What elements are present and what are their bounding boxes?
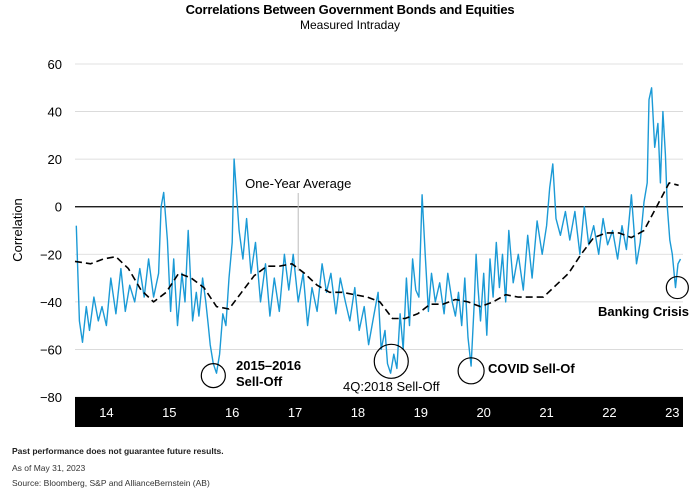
annotation-circle-2015-2016 [200, 362, 226, 389]
one-year-average-line [74, 182, 679, 320]
footer-source: Source: Bloomberg, S&P and AllianceBerns… [12, 478, 210, 488]
x-tick-label: 20 [476, 405, 490, 420]
y-tick-label: −80 [40, 390, 62, 405]
annotation-covid-label: COVID Sell-Of [488, 361, 575, 376]
y-tick-label: 20 [48, 152, 62, 167]
x-tick-label: 23 [665, 405, 679, 420]
correlation-line [75, 87, 682, 374]
annotation-2015-2016-label: 2015–2016 [236, 358, 301, 373]
x-axis: 14 15 16 17 18 19 20 21 22 23 [99, 405, 679, 420]
annotation-sell-off-label: Sell-Off [236, 374, 283, 389]
y-tick-label: 60 [48, 57, 62, 72]
footer-as-of: As of May 31, 2023 [12, 463, 86, 473]
x-axis-band [75, 397, 683, 427]
y-tick-label: 0 [55, 200, 62, 215]
x-tick-label: 15 [162, 405, 176, 420]
y-axis: 60 40 20 0 −20 −40 −60 −80 [40, 57, 62, 405]
annotation-banking-crisis-label: Banking Crisis [598, 304, 689, 319]
chart-title: Correlations Between Government Bonds an… [185, 2, 515, 17]
y-tick-label: −60 [40, 342, 62, 357]
footer-note: Past performance does not guarantee futu… [12, 446, 224, 456]
x-tick-label: 14 [99, 405, 113, 420]
x-tick-label: 16 [225, 405, 239, 420]
x-tick-label: 17 [288, 405, 302, 420]
chart: 60 40 20 0 −20 −40 −60 −80 14 15 16 17 18 19 20 21 22 23… [10, 57, 689, 427]
x-tick-label: 18 [351, 405, 365, 420]
chart-subtitle: Measured Intraday [299, 18, 401, 32]
y-tick-label: −40 [40, 295, 62, 310]
y-axis-label: Correlation [10, 198, 25, 262]
series-group [74, 87, 682, 374]
x-tick-label: 19 [414, 405, 428, 420]
y-tick-label: −20 [40, 247, 62, 262]
y-tick-label: 40 [48, 105, 62, 120]
annotation-one-year-average: One-Year Average [245, 176, 351, 191]
x-tick-label: 21 [539, 405, 553, 420]
annotation-circle-covid [457, 357, 485, 385]
annotation-circle-banking [665, 275, 689, 300]
x-tick-label: 22 [602, 405, 616, 420]
annotation-circle-4q2018 [373, 343, 409, 379]
annotation-4q2018-label: 4Q:2018 Sell-Off [343, 379, 440, 394]
